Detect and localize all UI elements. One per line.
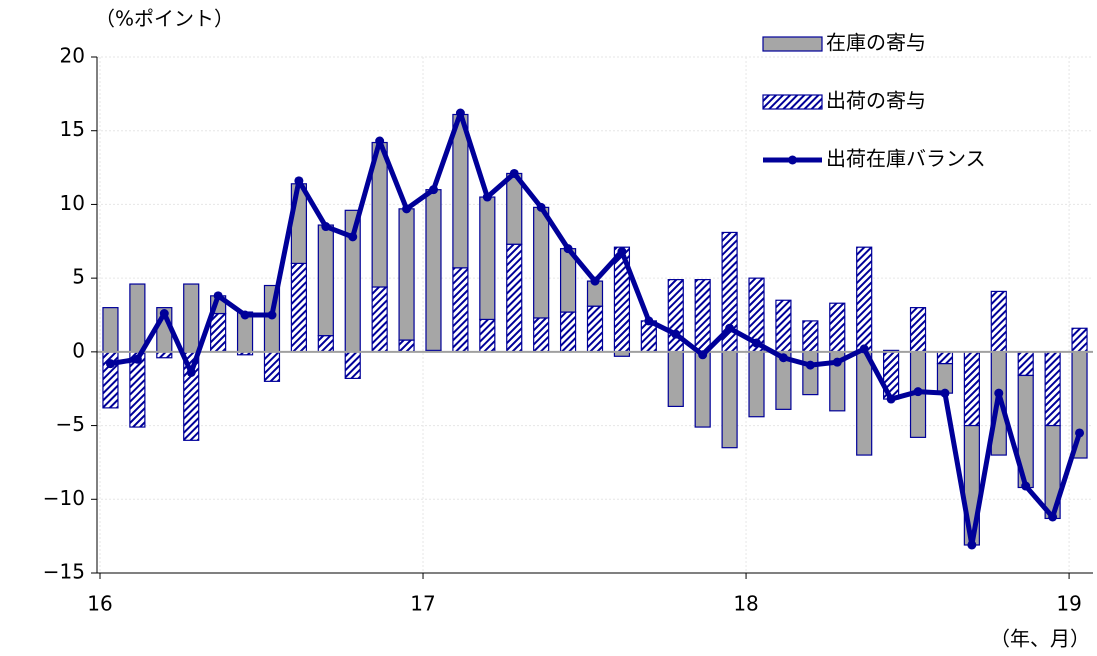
line-point <box>348 232 358 242</box>
line-point <box>698 350 708 360</box>
bar <box>909 307 927 353</box>
bar <box>263 351 281 382</box>
bar <box>479 318 496 353</box>
line-point <box>536 202 546 212</box>
line-point <box>671 329 681 339</box>
y-tick-label: 10 <box>60 191 85 215</box>
unit-label: （%ポイント） <box>95 7 234 31</box>
bar <box>317 335 334 353</box>
bar <box>210 312 227 353</box>
x-tick-label: 16 <box>87 592 112 616</box>
bar <box>856 351 873 456</box>
x-tick-label: 17 <box>410 592 435 616</box>
bar <box>829 302 846 353</box>
bar <box>963 351 980 427</box>
bar <box>398 339 415 353</box>
line-point <box>213 291 223 301</box>
bar <box>129 283 146 353</box>
x-tick-label: 18 <box>733 592 758 616</box>
line-point <box>186 367 196 377</box>
bar <box>344 351 361 379</box>
bar <box>452 267 469 353</box>
bar <box>1071 327 1088 353</box>
bar <box>533 317 550 353</box>
line-point <box>482 192 492 202</box>
line-point <box>967 540 977 550</box>
line-point <box>644 316 654 326</box>
bar <box>936 351 954 365</box>
bar <box>290 262 307 353</box>
line-point <box>132 354 142 364</box>
bar <box>802 351 819 396</box>
line-point <box>105 359 115 369</box>
legend-label: 在庫の寄与 <box>826 31 926 55</box>
line-point <box>455 108 465 118</box>
line-point <box>267 310 277 320</box>
y-tick-label: 0 <box>72 338 85 362</box>
line-point <box>402 204 412 214</box>
line-point <box>590 276 600 286</box>
line-point <box>913 387 923 397</box>
line-point <box>832 357 842 367</box>
bar <box>694 279 711 353</box>
bar <box>856 246 873 353</box>
line-point <box>321 222 331 232</box>
line-point <box>1048 512 1058 522</box>
line-point <box>725 323 735 333</box>
y-tick-label: 5 <box>72 265 85 289</box>
bar <box>1044 351 1061 427</box>
line-point <box>994 388 1004 398</box>
y-tick-label: −5 <box>56 412 85 436</box>
bar <box>694 351 711 428</box>
line-point <box>805 360 815 370</box>
bar <box>533 206 550 319</box>
line-point <box>240 310 250 320</box>
bar <box>559 311 577 353</box>
line-point <box>1075 428 1085 438</box>
line-point <box>859 344 869 354</box>
bar <box>317 224 334 337</box>
y-tick-label: 15 <box>60 117 85 141</box>
x-axis-label: （年、月） <box>990 627 1090 651</box>
bar <box>721 351 738 449</box>
legend-swatch <box>762 94 823 110</box>
line-point <box>509 168 519 178</box>
line-point <box>778 353 788 363</box>
line-point <box>428 185 438 195</box>
line-point <box>617 247 627 257</box>
y-tick-label: −10 <box>43 486 85 510</box>
bar <box>586 305 604 353</box>
bar <box>775 299 792 353</box>
bar <box>1017 351 1034 377</box>
line-point <box>294 176 304 186</box>
y-tick-label: 20 <box>60 44 85 68</box>
line-point <box>1021 481 1031 491</box>
legend-label: 出荷在庫バランス <box>826 147 986 171</box>
line-point <box>563 244 573 254</box>
legend-label: 出荷の寄与 <box>826 89 926 113</box>
bar <box>802 320 819 353</box>
bar <box>990 290 1007 353</box>
bar <box>102 307 119 353</box>
bar <box>748 351 765 418</box>
y-tick-label: −15 <box>43 560 85 584</box>
bar <box>371 286 388 353</box>
x-tick-label: 19 <box>1056 592 1081 616</box>
bar <box>425 189 442 351</box>
bar <box>398 208 415 341</box>
line-point <box>752 338 762 348</box>
legend-swatch <box>762 36 823 52</box>
bar <box>506 243 523 353</box>
line-point <box>375 136 385 146</box>
line-point <box>940 388 950 398</box>
bar <box>667 351 684 408</box>
line-point <box>159 309 169 319</box>
bar <box>183 283 200 353</box>
legend-swatch-dot <box>788 155 797 165</box>
line-point <box>886 394 896 404</box>
bar <box>479 196 496 321</box>
